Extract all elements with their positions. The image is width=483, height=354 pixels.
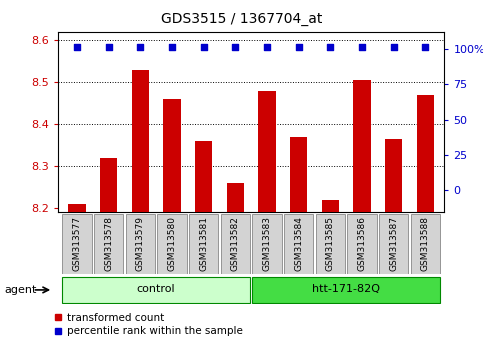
Point <box>422 44 429 50</box>
FancyBboxPatch shape <box>157 214 186 274</box>
Text: GSM313588: GSM313588 <box>421 216 430 272</box>
Bar <box>417 95 434 212</box>
Text: GSM313586: GSM313586 <box>357 216 367 272</box>
Text: control: control <box>137 284 175 294</box>
Text: htt-171-82Q: htt-171-82Q <box>312 284 380 294</box>
Bar <box>100 158 117 212</box>
FancyBboxPatch shape <box>62 214 92 274</box>
Bar <box>385 139 402 212</box>
Bar <box>68 204 85 212</box>
FancyBboxPatch shape <box>253 214 282 274</box>
Bar <box>322 200 339 212</box>
Bar <box>258 91 276 212</box>
Point <box>358 44 366 50</box>
FancyBboxPatch shape <box>62 277 250 303</box>
FancyBboxPatch shape <box>284 214 313 274</box>
Text: GSM313579: GSM313579 <box>136 216 145 272</box>
FancyBboxPatch shape <box>347 214 377 274</box>
FancyBboxPatch shape <box>379 214 408 274</box>
Bar <box>290 137 307 212</box>
Point <box>136 44 144 50</box>
Bar <box>163 99 181 212</box>
Text: GSM313581: GSM313581 <box>199 216 208 272</box>
Legend: transformed count, percentile rank within the sample: transformed count, percentile rank withi… <box>54 313 243 336</box>
Point <box>231 44 239 50</box>
Point <box>390 44 398 50</box>
FancyBboxPatch shape <box>126 214 155 274</box>
Point <box>263 44 271 50</box>
FancyBboxPatch shape <box>316 214 345 274</box>
Text: GSM313580: GSM313580 <box>168 216 176 272</box>
Point <box>327 44 334 50</box>
Text: GSM313587: GSM313587 <box>389 216 398 272</box>
FancyBboxPatch shape <box>189 214 218 274</box>
Text: GSM313585: GSM313585 <box>326 216 335 272</box>
Bar <box>195 141 213 212</box>
Text: GSM313578: GSM313578 <box>104 216 113 272</box>
Text: GDS3515 / 1367704_at: GDS3515 / 1367704_at <box>161 12 322 27</box>
Text: GSM313577: GSM313577 <box>72 216 82 272</box>
Text: GSM313584: GSM313584 <box>294 216 303 272</box>
Point <box>295 44 302 50</box>
Text: agent: agent <box>5 285 37 295</box>
Point <box>200 44 208 50</box>
Bar <box>353 80 371 212</box>
Point <box>73 44 81 50</box>
FancyBboxPatch shape <box>221 214 250 274</box>
Point <box>168 44 176 50</box>
Point <box>105 44 113 50</box>
FancyBboxPatch shape <box>253 277 440 303</box>
Text: GSM313583: GSM313583 <box>262 216 271 272</box>
Bar <box>227 183 244 212</box>
FancyBboxPatch shape <box>94 214 123 274</box>
Text: GSM313582: GSM313582 <box>231 216 240 272</box>
Bar <box>131 70 149 212</box>
FancyBboxPatch shape <box>411 214 440 274</box>
